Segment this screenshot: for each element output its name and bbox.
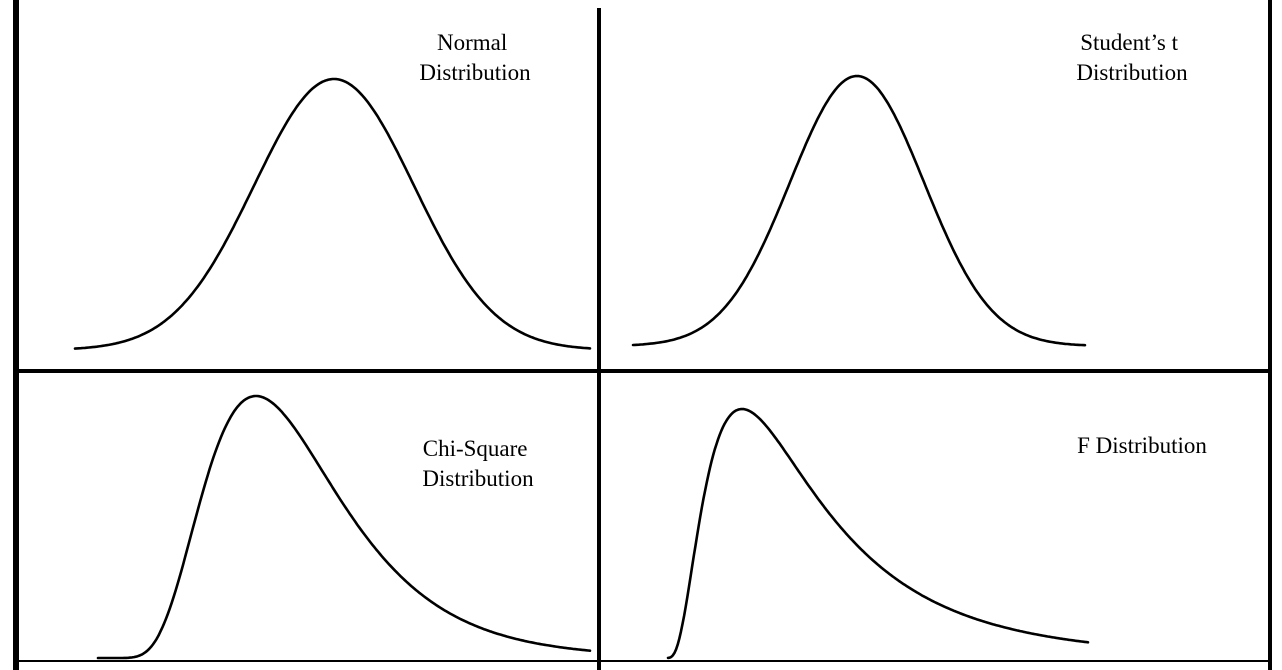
label-line: Normal <box>437 30 507 55</box>
students-t-distribution-curve <box>631 74 1087 347</box>
f-distribution-panel: F Distribution <box>666 407 1207 660</box>
chi-square-distribution-curve <box>96 394 592 660</box>
f-distribution-label: F Distribution <box>1077 433 1207 458</box>
normal-distribution-panel: Normal Distribution <box>73 30 592 350</box>
panel-frame <box>13 0 1272 670</box>
chi-square-distribution-panel: Chi-Square Distribution <box>96 394 592 660</box>
label-line: Chi-Square <box>423 436 528 461</box>
chi-square-distribution-label: Chi-Square Distribution <box>422 436 534 491</box>
students-t-distribution-label: Student’s t Distribution <box>1076 30 1188 85</box>
normal-distribution-curve <box>73 77 592 350</box>
label-line: F Distribution <box>1077 433 1207 458</box>
label-line: Distribution <box>419 60 531 85</box>
f-distribution-curve <box>666 407 1090 660</box>
label-line: Distribution <box>1076 60 1188 85</box>
label-line: Distribution <box>422 466 534 491</box>
students-t-distribution-panel: Student’s t Distribution <box>631 30 1188 347</box>
normal-distribution-label: Normal Distribution <box>419 30 531 85</box>
label-line: Student’s t <box>1080 30 1178 55</box>
